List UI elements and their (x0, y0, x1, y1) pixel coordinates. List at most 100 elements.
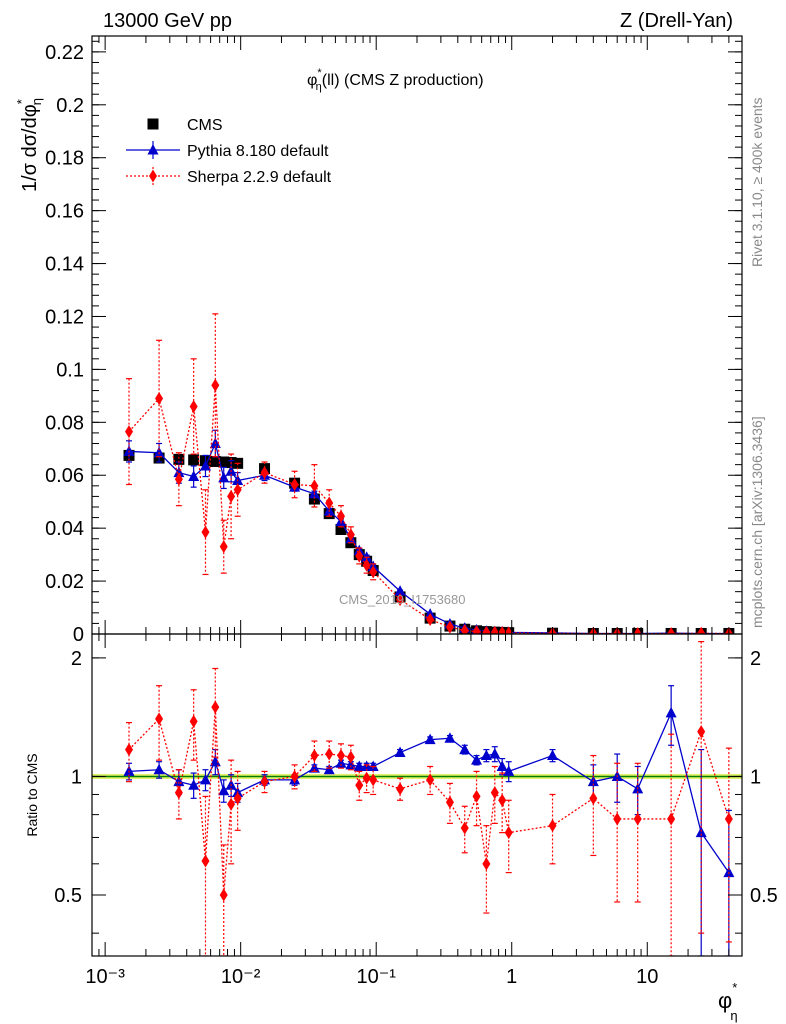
pythia-ratio-point (503, 765, 515, 776)
pythia-ratio-point (444, 732, 456, 743)
ratio-tick-label-left: 1 (71, 766, 82, 788)
sherpa-ratio-point (445, 795, 454, 809)
x-tick-label: 10⁻² (221, 966, 261, 988)
sherpa-ratio-point (337, 749, 346, 763)
sherpa-point (346, 528, 355, 542)
pythia-ratio-point (353, 760, 365, 771)
sherpa-ratio-point (362, 771, 371, 785)
sherpa-ratio-point (498, 793, 507, 807)
sherpa-point (445, 620, 454, 634)
ratio-tick-label-right: 1 (750, 766, 761, 788)
ratio-plot-frame (91, 633, 743, 957)
legend-pythia-label: Pythia 8.180 default (187, 143, 329, 160)
y-tick-label: 0.18 (45, 148, 84, 170)
plot-title-star: * (317, 67, 322, 79)
sherpa-ratio-point (396, 782, 405, 796)
sherpa-point (337, 509, 346, 523)
sherpa-ratio-point (219, 888, 228, 902)
ratio-tick-label-right: 2 (750, 648, 761, 670)
sherpa-ratio-point (548, 819, 557, 833)
ratio-tick-label-right: 0.5 (750, 885, 778, 907)
legend-sherpa-label: Sherpa 2.2.9 default (187, 169, 332, 186)
sherpa-point (633, 627, 642, 634)
sherpa-ratio-point (310, 749, 319, 763)
pythia-ratio-point (665, 706, 677, 718)
rivet-version-label: Rivet 3.1.10, ≥ 400k events (749, 97, 765, 267)
sherpa-point (310, 479, 319, 493)
sherpa-point (472, 625, 481, 634)
header-right-label: Z (Drell-Yan) (620, 10, 733, 32)
cms-point (209, 455, 221, 467)
sherpa-ratio-point (460, 821, 469, 835)
pythia-ratio-line (128, 710, 730, 873)
y-axis-label: 1/σ dσ/dφ*η (14, 98, 44, 192)
sherpa-ratio-point (189, 714, 198, 728)
legend-cms-label: CMS (187, 117, 223, 134)
sherpa-ratio-point (697, 725, 706, 739)
y-axis-label-star: * (14, 99, 29, 104)
pythia-ratio-point (496, 760, 508, 771)
sherpa-ratio-point (227, 797, 236, 811)
sherpa-ratio-point (155, 712, 164, 726)
sherpa-ratio-point (369, 773, 378, 787)
legend-cms-marker (147, 118, 159, 130)
sherpa-ratio-point (504, 826, 513, 840)
x-axis-label-phi: φ (718, 988, 732, 1013)
pythia-ratio-point (723, 866, 735, 878)
sherpa-point (667, 627, 676, 634)
pythia-ratio-point (308, 762, 320, 773)
pythia-point (188, 470, 200, 482)
pythia-ratio-point (199, 773, 211, 785)
pythia-point (173, 466, 185, 478)
sherpa-point (211, 378, 220, 392)
x-tick-label: 10⁻¹ (356, 966, 396, 988)
sherpa-point (490, 625, 499, 634)
sherpa-point (362, 558, 371, 572)
sherpa-ratio-point (355, 778, 364, 792)
sherpa-ratio-point (633, 812, 642, 826)
ratio-tick-label-left: 2 (71, 648, 82, 670)
y-axis-label-subscript: η (29, 98, 44, 105)
sherpa-point (233, 483, 242, 497)
legend-pythia-marker (147, 144, 159, 155)
pythia-ratio-point (424, 733, 436, 745)
sherpa-point (396, 593, 405, 607)
sherpa-ratio-point (346, 750, 355, 764)
y-tick-label: 0.04 (45, 518, 84, 540)
ratio-axis-label: Ratio to CMS (24, 753, 40, 836)
plot-title: φ* η(ll) (CMS Z production) (307, 67, 484, 93)
axes: 10⁻³ 10⁻² 10⁻¹ 1 10 0 0.02 0.04 0.06 0.08 0.1 0.12 0… (45, 36, 778, 988)
analysis-watermark: CMS_2019_I1753680 (339, 592, 466, 607)
x-tick-label: 10 (636, 966, 658, 988)
sherpa-ratio-point (211, 700, 220, 714)
sherpa-ratio-point (325, 747, 334, 761)
y-tick-label: 0.1 (56, 359, 84, 381)
pythia-ratio-point (209, 755, 221, 767)
sherpa-ratio-point (724, 812, 733, 826)
pythia-ratio-point (695, 826, 707, 838)
sherpa-point (227, 489, 236, 503)
sherpa-ratio-point (426, 773, 435, 787)
sherpa-ratio-line (128, 707, 730, 896)
header-left-label: 13000 GeV pp (103, 10, 232, 32)
pythia-point (394, 585, 406, 596)
pythia-ratio-point (471, 754, 483, 765)
pythia-point (361, 551, 373, 562)
sherpa-point (369, 565, 378, 579)
cms-point (218, 456, 230, 468)
sherpa-point (697, 626, 706, 634)
sherpa-ratio-point (472, 789, 481, 803)
x-axis-label-subscript: η (730, 1008, 737, 1023)
sherpa-point (325, 496, 334, 510)
y-axis-label-main: 1/σ dσ/dφ (19, 104, 41, 192)
ratio-tick-label-left: 0.5 (54, 885, 82, 907)
sherpa-point (201, 525, 210, 539)
cms-point (308, 493, 320, 505)
x-axis-label-star: * (732, 980, 737, 995)
pythia-ratio-point (367, 760, 379, 771)
pythia-ratio-point (218, 784, 230, 796)
y-tick-label: 0.08 (45, 412, 84, 434)
plot-title-subscript: η (316, 81, 322, 93)
sherpa-ratio-point (490, 786, 499, 800)
